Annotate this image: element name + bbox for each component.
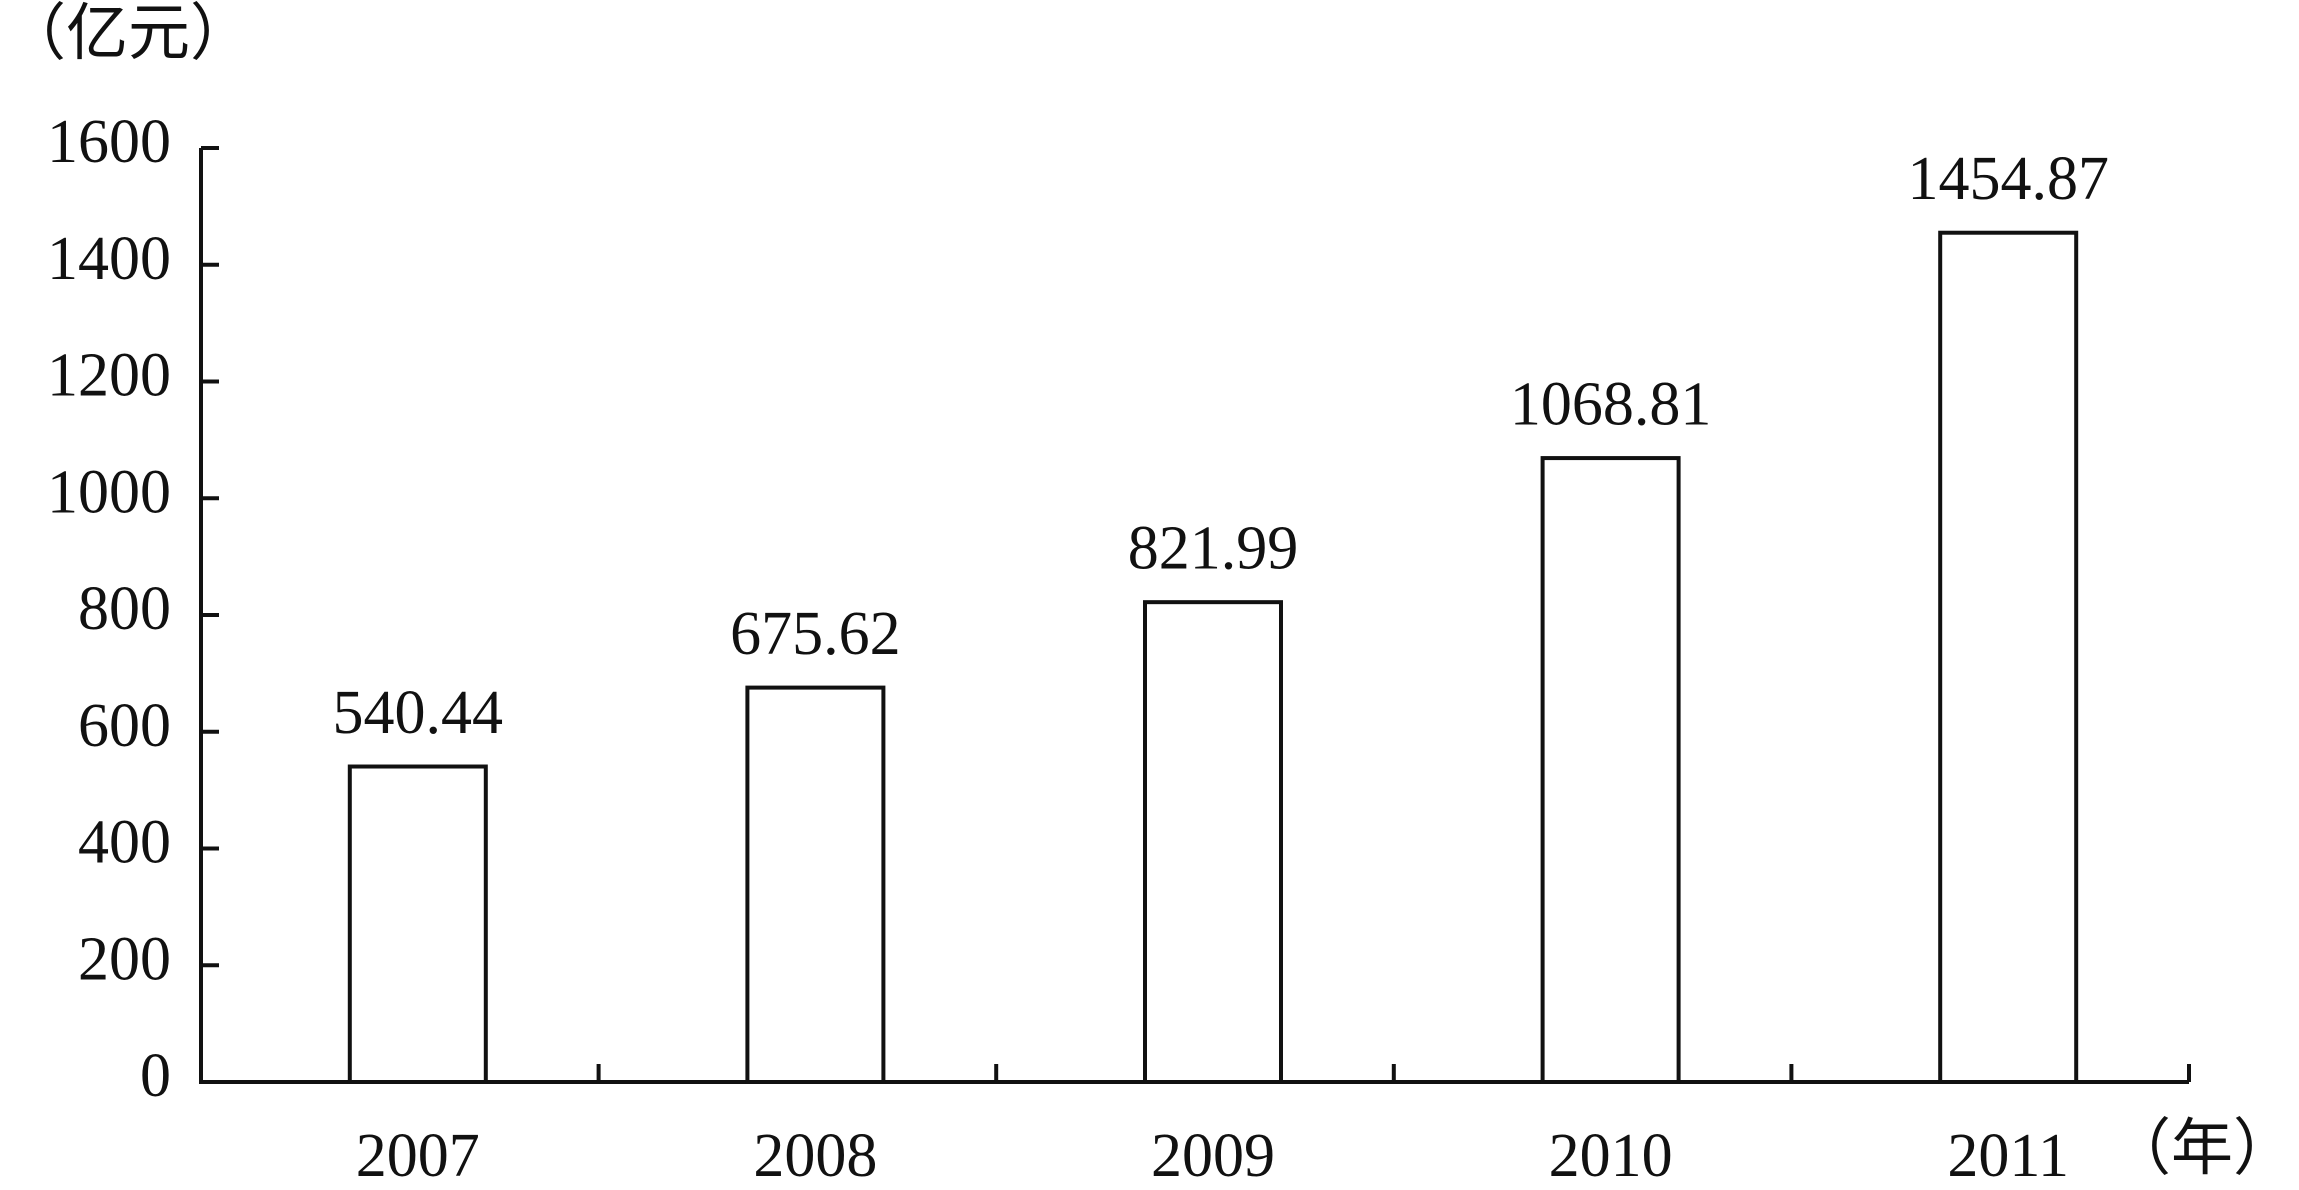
x-tick-label: 2011 bbox=[1947, 1122, 2069, 1190]
bar bbox=[347, 764, 488, 1084]
x-axis-label: （年） bbox=[2109, 1115, 2295, 1183]
y-axis-label: （亿元） bbox=[4, 0, 252, 68]
y-tick-label: 1400 bbox=[47, 225, 171, 293]
x-tick-label: 2010 bbox=[1549, 1122, 1673, 1190]
y-tick-label: 1000 bbox=[47, 458, 171, 526]
y-tick-label: 0 bbox=[140, 1042, 171, 1110]
y-tick-label: 200 bbox=[78, 925, 171, 993]
x-tick-label: 2008 bbox=[753, 1122, 877, 1190]
bar bbox=[745, 685, 886, 1084]
data-label: 821.99 bbox=[1128, 514, 1299, 582]
bar bbox=[1143, 600, 1283, 1084]
x-tick-label: 2009 bbox=[1151, 1122, 1275, 1190]
data-label: 1454.87 bbox=[1907, 145, 2109, 213]
bar bbox=[1540, 456, 1681, 1084]
y-tick-label: 1600 bbox=[47, 108, 171, 176]
data-label: 1068.81 bbox=[1510, 370, 1712, 438]
data-label: 540.44 bbox=[333, 679, 504, 747]
y-tick-label: 600 bbox=[78, 692, 171, 760]
x-tick-label: 2007 bbox=[356, 1122, 480, 1190]
y-tick-label: 400 bbox=[78, 809, 171, 877]
y-tick-label: 1200 bbox=[47, 342, 171, 410]
bar bbox=[1938, 230, 2079, 1084]
y-tick-label: 800 bbox=[78, 575, 171, 643]
data-label: 675.62 bbox=[730, 600, 901, 668]
